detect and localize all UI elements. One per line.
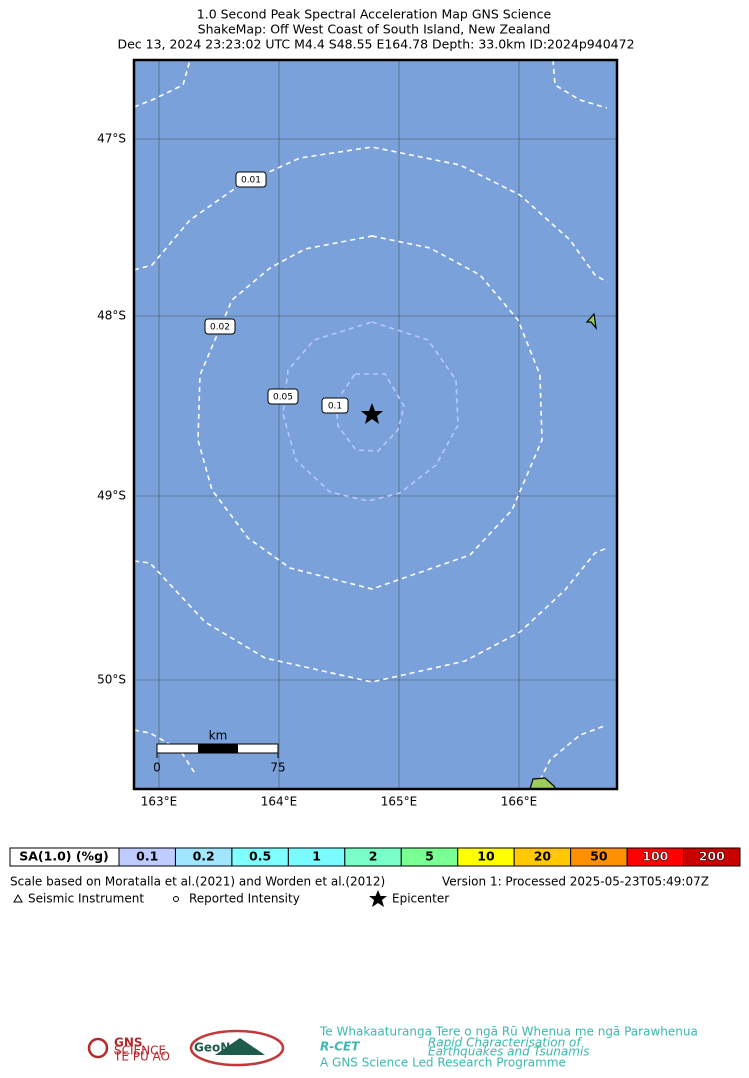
scale-unit: km <box>209 729 228 743</box>
contour-label: 0.05 <box>273 393 293 403</box>
epicenter <box>361 403 383 424</box>
contour-label: 0.01 <box>241 176 261 186</box>
legend-label: 5 <box>425 849 434 864</box>
contour <box>134 729 197 776</box>
contour-label-box <box>321 397 349 414</box>
logo-text: A GNS Science Led Research Programme <box>320 1056 566 1070</box>
epicenter-symbol <box>369 890 387 907</box>
land <box>529 777 557 789</box>
header: 1.0 Second Peak Spectral Acceleration Ma… <box>117 7 634 52</box>
legend-label: 1 <box>312 849 321 864</box>
instrument-symbol <box>13 893 23 903</box>
contour <box>134 547 608 683</box>
logo-text: SCIENCE <box>114 1044 166 1058</box>
legend-label: 100 <box>642 849 668 864</box>
title-line: 1.0 Second Peak Spectral Acceleration Ma… <box>197 7 552 22</box>
geonet-ring <box>189 1029 285 1067</box>
legend-title: SA(1.0) (%g) <box>19 849 109 864</box>
legend-label: 50 <box>590 849 608 864</box>
contour <box>197 235 543 590</box>
lon-label: 163°E <box>141 795 178 809</box>
legend-label: 0.1 <box>136 849 158 864</box>
scale-bar: km 0 75 <box>153 729 285 775</box>
lat-label: 47°S <box>97 132 126 146</box>
lat-label: 50°S <box>97 673 126 687</box>
contour <box>134 60 191 108</box>
contour-label: 0.1 <box>328 402 342 412</box>
symbol-label: Seismic Instrument <box>28 892 144 906</box>
symbol-label: Epicenter <box>392 892 449 906</box>
title-line: ShakeMap: Off West Coast of South Island… <box>198 22 551 37</box>
scale-label: 75 <box>270 761 285 775</box>
legend-label: 0.2 <box>193 849 215 864</box>
legend-label: 2 <box>369 849 378 864</box>
contour-labels: 0.01 0.02 0.05 0.1 <box>204 171 349 414</box>
symbol-label: Reported Intensity <box>189 892 300 906</box>
lat-label: 49°S <box>97 489 126 503</box>
contour <box>282 321 459 502</box>
footer: Scale based on Moratalla et al.(2021) an… <box>10 875 709 907</box>
scale-label: 0 <box>153 761 161 775</box>
legend: SA(1.0) (%g) 0.1 0.2 0.5 1 2 5 10 20 50 100 200 <box>9 847 741 867</box>
logo-text: R-CET <box>320 1040 360 1054</box>
ocean <box>134 60 617 789</box>
logo-text: Te Whakaaturanga Tere o ngā Rū Whenua me… <box>319 1025 698 1039</box>
logos: GNS SCIENCE TE PŪ AO GeoNet Te Whakaatur… <box>87 1025 698 1070</box>
legend-label: 0.5 <box>249 849 271 864</box>
legend-label: 10 <box>477 849 495 864</box>
legend-label: 20 <box>534 849 552 864</box>
contour <box>539 724 608 781</box>
contour <box>552 60 608 109</box>
map-frame <box>132 58 619 791</box>
intensity-symbol <box>173 896 179 902</box>
map: 0.01 0.02 0.05 0.1 km 0 75 47°S 48°S 49°… <box>97 58 619 809</box>
geonet-mountain <box>215 1038 265 1055</box>
lat-label: 48°S <box>97 309 126 323</box>
logo-text: Earthquakes and Tsunamis <box>428 1045 590 1059</box>
logo-text: GeoNet <box>194 1041 244 1055</box>
lon-label: 166°E <box>501 795 538 809</box>
logo-text: Rapid Characterisation of <box>428 1036 582 1050</box>
logo-text: GNS <box>114 1036 143 1050</box>
map-content <box>134 60 617 789</box>
lon-label: 164°E <box>261 795 298 809</box>
scale-note: Scale based on Moratalla et al.(2021) an… <box>10 875 385 889</box>
legend-label: 200 <box>699 849 725 864</box>
contour-label-box <box>204 318 236 335</box>
title-line: Dec 13, 2024 23:23:02 UTC M4.4 S48.55 E1… <box>117 37 634 52</box>
logo-text: TE PŪ AO <box>113 1050 170 1064</box>
scale-segment <box>198 744 238 753</box>
land <box>585 312 597 331</box>
contour-label-box <box>235 171 267 188</box>
contour-label-box <box>267 388 299 405</box>
lon-label: 165°E <box>381 795 418 809</box>
contour-label: 0.02 <box>210 323 230 333</box>
version: Version 1: Processed 2025-05-23T05:49:07… <box>442 875 709 889</box>
legend-cell <box>683 847 741 867</box>
gns-mark <box>87 1037 109 1059</box>
contour <box>134 146 608 283</box>
